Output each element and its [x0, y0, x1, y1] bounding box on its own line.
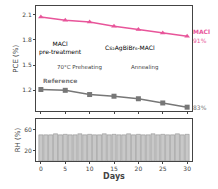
- svg-text:30: 30: [183, 165, 191, 172]
- svg-text:60: 60: [24, 126, 32, 133]
- svg-text:1.8: 1.8: [22, 36, 32, 43]
- svg-text:0: 0: [39, 165, 43, 172]
- svg-text:Reference: Reference: [43, 77, 77, 84]
- svg-text:1.5: 1.5: [22, 61, 32, 68]
- svg-text:25: 25: [159, 165, 167, 172]
- svg-text:2.1: 2.1: [22, 11, 32, 18]
- svg-text:Annealing: Annealing: [131, 64, 159, 71]
- svg-text:MAClpre-treatment: MAClpre-treatment: [39, 40, 82, 56]
- svg-text:20: 20: [24, 147, 32, 154]
- svg-text:MACl: MACl: [193, 28, 210, 35]
- svg-text:10: 10: [86, 165, 94, 172]
- svg-text:15: 15: [110, 165, 118, 172]
- svg-text:91%: 91%: [193, 37, 207, 44]
- svg-text:20: 20: [135, 165, 143, 172]
- svg-text:5: 5: [63, 165, 67, 172]
- svg-text:Days: Days: [103, 172, 125, 181]
- svg-text:83%: 83%: [193, 104, 207, 111]
- svg-text:Cs₂AgBiBr₆-MACl: Cs₂AgBiBr₆-MACl: [105, 44, 155, 52]
- svg-text:RH (%): RH (%): [14, 128, 22, 153]
- svg-text:PCE (%): PCE (%): [12, 44, 20, 72]
- svg-text:70°C Preheating: 70°C Preheating: [57, 64, 102, 71]
- svg-text:1.2: 1.2: [22, 86, 32, 93]
